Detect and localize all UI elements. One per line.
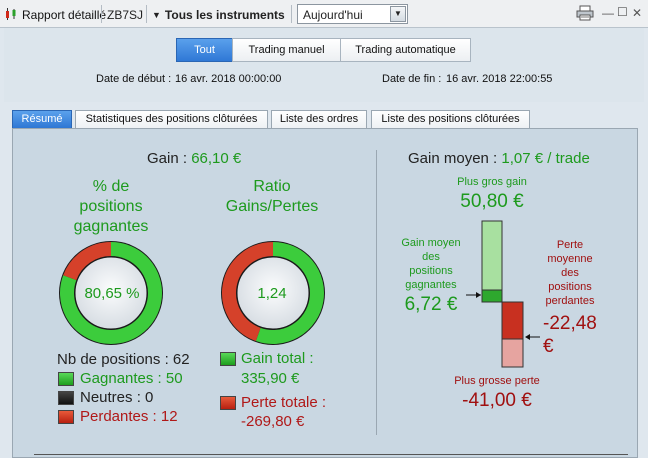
- close-icon[interactable]: ✕: [632, 6, 643, 20]
- filter-panel: Tout Trading manuel Trading automatique …: [4, 28, 644, 102]
- donut-gain-segment: [255, 242, 324, 344]
- gain-value: 66,10 €: [191, 150, 242, 167]
- total-gain-value: 335,90 €: [241, 370, 300, 387]
- avg-loss-label-line: Perte: [556, 239, 584, 251]
- start-date-value: 16 avr. 2018 00:00:00: [175, 73, 282, 85]
- panel-divider: [376, 150, 377, 435]
- filter-all-button[interactable]: Tout: [176, 38, 233, 62]
- donut-loss-segment: [63, 242, 112, 281]
- biggest-gain-value: 50,80 €: [460, 191, 524, 212]
- ratio-title-line: Ratio: [253, 178, 291, 195]
- average-gain-value: 1,07 € / trade: [501, 150, 590, 167]
- end-date-label: Date de fin :: [382, 73, 442, 85]
- tab-closed-position-stats[interactable]: Statistiques des positions clôturées: [75, 110, 268, 128]
- caret-down-icon: ▼: [152, 10, 161, 20]
- biggest-gain-label: Plus gros gain: [457, 176, 527, 188]
- avg-win-value: 6,72 €: [404, 294, 458, 315]
- gain-loss-ratio-donut: [221, 241, 325, 345]
- win-rate-donut: [59, 241, 163, 345]
- gain-heading: Gain : 66,10 €: [147, 150, 241, 167]
- avg-win-label-line: Gain moyen: [401, 237, 461, 249]
- total-loss-label: Perte totale :: [241, 394, 327, 411]
- win-rate-title: % de positions gagnantes: [60, 177, 162, 237]
- avg-win-label-line: des: [422, 251, 440, 263]
- window-title: Rapport détaillé: [22, 8, 107, 22]
- neutral-count: Neutres : 0: [80, 389, 154, 406]
- arrow-left-icon: [525, 334, 530, 340]
- end-date-value: 16 avr. 2018 22:00:55: [446, 73, 553, 85]
- filter-manual-button[interactable]: Trading manuel: [232, 38, 341, 62]
- minimize-icon[interactable]: —: [602, 6, 614, 20]
- ratio-value: 1,24: [257, 285, 287, 302]
- average-gain-label: Gain moyen :: [408, 150, 498, 167]
- average-gain-heading: Gain moyen : 1,07 € / trade: [408, 150, 590, 167]
- avg-loss-label-line: perdantes: [545, 295, 595, 307]
- tab-closed-positions-list[interactable]: Liste des positions clôturées: [371, 110, 530, 128]
- period-select-value: Aujourd'hui: [303, 8, 363, 22]
- donut-gain-segment: [60, 242, 162, 344]
- total-loss-swatch: [220, 396, 236, 410]
- donut-loss-segment: [222, 242, 274, 342]
- maximize-icon[interactable]: ☐: [617, 5, 628, 19]
- chevron-down-icon[interactable]: ▼: [390, 6, 406, 22]
- avg-loss-currency: €: [543, 336, 554, 357]
- donut-center: [236, 256, 310, 330]
- total-gain-swatch: [220, 352, 236, 366]
- instruments-label: Tous les instruments: [164, 8, 285, 22]
- printer-icon[interactable]: [576, 5, 594, 21]
- avg-win-bar: [481, 289, 503, 303]
- ratio-title: Ratio Gains/Pertes: [220, 177, 324, 217]
- filter-auto-button[interactable]: Trading automatique: [340, 38, 471, 62]
- avg-win-label: Gain moyen des positions gagnantes: [393, 236, 469, 292]
- candlestick-chart-icon: [6, 8, 16, 20]
- toolbar-separator: [146, 5, 147, 23]
- biggest-loss-value: -41,00 €: [462, 390, 532, 411]
- avg-loss-label: Perte moyenne des positions perdantes: [541, 238, 599, 308]
- win-rate-title-line: positions: [79, 198, 143, 215]
- neutral-swatch: [58, 391, 74, 405]
- positions-count: Nb de positions : 62: [57, 351, 190, 368]
- tab-summary[interactable]: Résumé: [12, 110, 72, 128]
- title-bar: Rapport détaillé ZB7SJ ▼ Tous les instrum…: [0, 0, 648, 28]
- instruments-dropdown[interactable]: ▼ Tous les instruments: [152, 8, 285, 22]
- winners-count: Gagnantes : 50: [80, 370, 183, 387]
- biggest-loss-label: Plus grosse perte: [454, 375, 540, 387]
- win-rate-value: 80,65 %: [84, 285, 140, 302]
- losers-swatch: [58, 410, 74, 424]
- avg-loss-label-line: positions: [548, 281, 592, 293]
- gain-label: Gain :: [147, 150, 188, 167]
- tab-orders-list[interactable]: Liste des ordres: [271, 110, 367, 128]
- win-rate-title-line: % de: [92, 178, 130, 195]
- avg-loss-label-line: des: [561, 267, 579, 279]
- avg-win-label-line: gagnantes: [405, 279, 457, 291]
- bottom-divider: [34, 454, 628, 455]
- avg-loss-value: -22,48: [543, 313, 597, 334]
- account-symbol: ZB7SJ: [107, 8, 144, 22]
- period-select[interactable]: Aujourd'hui ▼: [297, 4, 408, 24]
- toolbar-separator: [291, 5, 292, 23]
- toolbar-separator: [101, 5, 102, 23]
- total-gain-label: Gain total :: [241, 350, 314, 367]
- ratio-title-line: Gains/Pertes: [225, 198, 319, 215]
- total-loss-value: -269,80 €: [241, 413, 305, 430]
- donut-center: [74, 256, 148, 330]
- losers-count: Perdantes : 12: [80, 408, 178, 425]
- avg-loss-label-line: moyenne: [547, 253, 593, 265]
- start-date-label: Date de début :: [96, 73, 172, 85]
- avg-loss-bar: [501, 301, 524, 340]
- arrow-right-icon: [476, 292, 481, 298]
- winners-swatch: [58, 372, 74, 386]
- win-rate-title-line: gagnantes: [73, 218, 149, 235]
- avg-win-label-line: positions: [409, 265, 453, 277]
